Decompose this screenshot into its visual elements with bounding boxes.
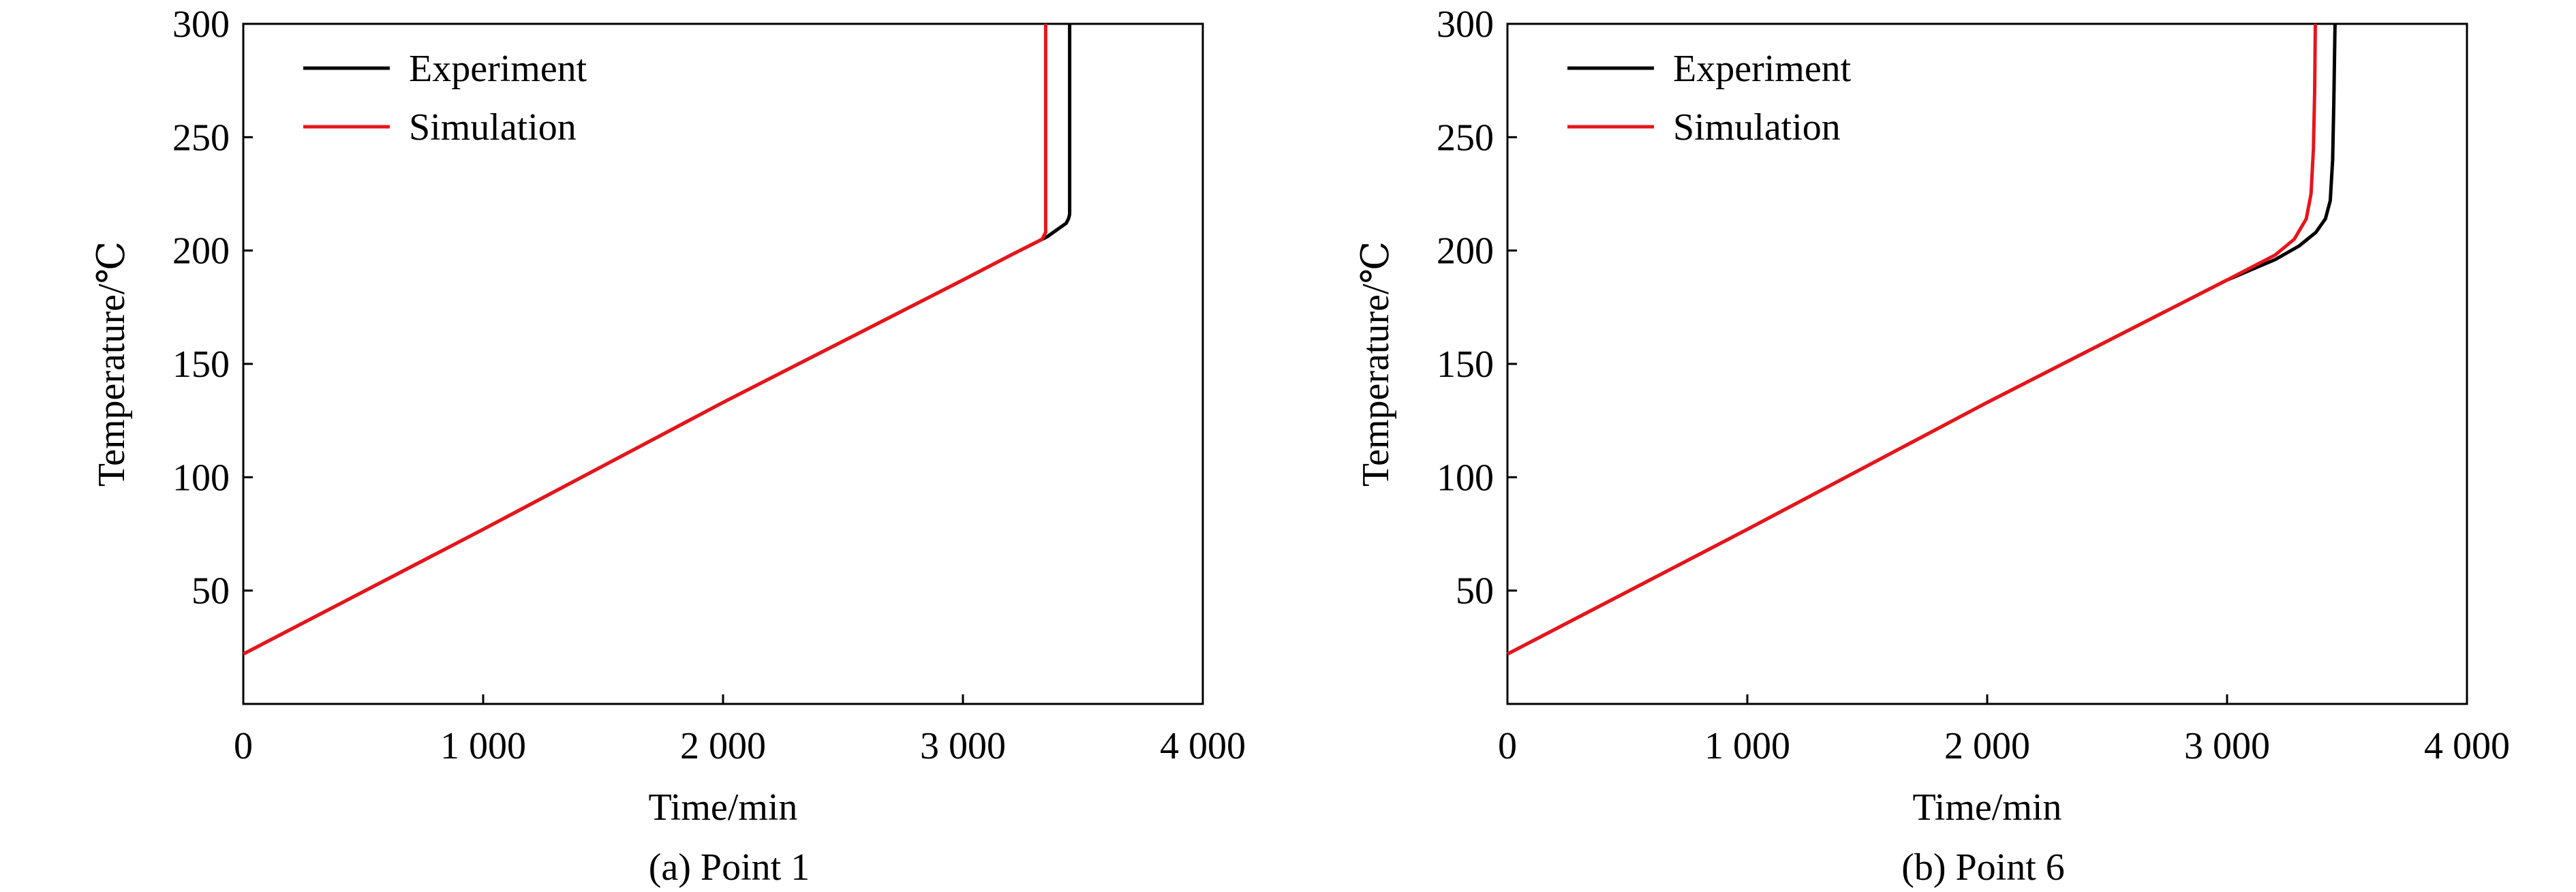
y-tick-label: 150 xyxy=(172,343,230,386)
chart-panel-1: 0 1 000 2 000 3 000 4 000 50 100 150 200 250 300 Ti… xyxy=(91,3,1246,829)
caption-point-6: (b) Point 6 xyxy=(1901,846,2065,889)
legend-label-simulation: Simulation xyxy=(409,106,577,149)
legend-label-experiment: Experiment xyxy=(1673,48,1852,90)
y-axis-label: Temperature/℃ xyxy=(1355,241,1397,487)
x-axis-label: Time/min xyxy=(1913,786,2062,829)
x-tick-label: 0 xyxy=(1498,725,1517,767)
x-tick-label: 4 000 xyxy=(1160,725,1246,767)
x-tick-label: 1 000 xyxy=(1704,725,1790,767)
x-tick-label: 4 000 xyxy=(2424,725,2510,767)
y-tick-label: 50 xyxy=(1456,570,1494,613)
y-tick-label: 100 xyxy=(1437,457,1494,499)
y-tick-label: 250 xyxy=(172,117,230,159)
y-tick-label: 200 xyxy=(172,230,230,273)
x-tick-label: 2 000 xyxy=(680,725,766,767)
y-tick-label: 200 xyxy=(1437,230,1494,273)
y-tick-label: 50 xyxy=(191,570,230,613)
y-tick-label: 250 xyxy=(1437,117,1494,159)
y-tick-label: 150 xyxy=(1437,343,1494,386)
y-axis-label: Temperature/℃ xyxy=(91,241,133,487)
x-tick-label: 0 xyxy=(234,725,253,767)
x-tick-label: 3 000 xyxy=(2184,725,2270,767)
series-line-simulation xyxy=(1506,23,2317,656)
caption-point-1: (a) Point 1 xyxy=(648,846,810,889)
x-tick-label: 3 000 xyxy=(920,725,1006,767)
x-tick-label: 2 000 xyxy=(1944,725,2030,767)
series-line-simulation xyxy=(242,24,1047,656)
y-tick-label: 300 xyxy=(1437,3,1494,46)
legend-label-simulation: Simulation xyxy=(1673,106,1841,149)
x-axis-label: Time/min xyxy=(649,786,798,829)
chart-panel-2: 0 1 000 2 000 3 000 4 000 50 100 150 200 250 300 Ti… xyxy=(1355,3,2510,829)
series-line-experiment xyxy=(1506,23,2337,656)
legend-label-experiment: Experiment xyxy=(409,48,587,90)
series-line-experiment xyxy=(242,24,1072,656)
x-tick-label: 1 000 xyxy=(440,725,526,767)
y-tick-label: 100 xyxy=(172,457,230,499)
y-tick-label: 300 xyxy=(172,3,230,46)
